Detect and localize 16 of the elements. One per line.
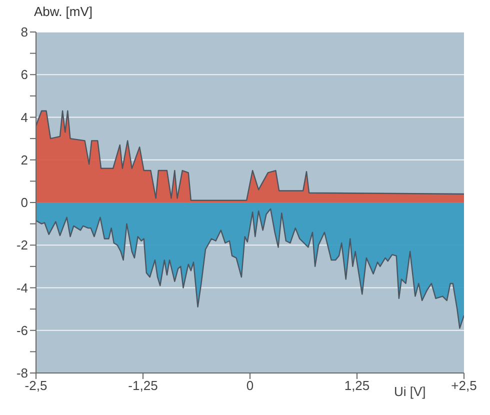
y-tick-label: 0 <box>20 195 28 210</box>
y-tick-label: 6 <box>20 67 28 82</box>
x-tick-label: +2,5 <box>451 378 477 394</box>
x-axis-title: Ui [V] <box>394 384 426 399</box>
y-tick-label: 4 <box>20 110 28 125</box>
y-tick-label: -4 <box>16 280 28 296</box>
y-tick-label: -6 <box>16 322 28 338</box>
y-tick-label: -2 <box>16 238 28 253</box>
y-tick-label: 8 <box>20 24 28 40</box>
y-tick-label: -8 <box>16 366 28 381</box>
x-tick-label: 1,25 <box>344 378 370 394</box>
x-tick-label: 0 <box>246 378 254 394</box>
y-tick-label: 2 <box>20 152 28 168</box>
x-tick-label: -1,25 <box>128 378 158 394</box>
y-axis-title: Abw. [mV] <box>34 4 93 19</box>
x-tick-label: -2,5 <box>24 378 48 394</box>
